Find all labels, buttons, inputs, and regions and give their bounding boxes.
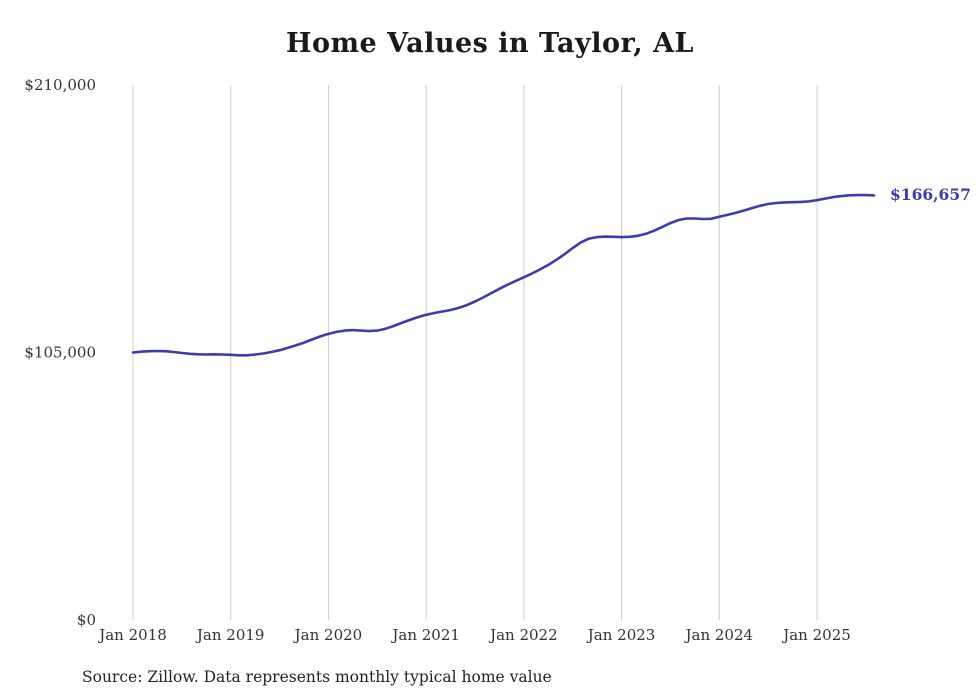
x-tick-label: Jan 2018 [97,626,167,644]
x-tick-label: Jan 2020 [293,626,363,644]
y-tick-label: $210,000 [24,76,96,94]
source-note: Source: Zillow. Data represents monthly … [82,668,552,686]
x-tick-label: Jan 2025 [781,626,851,644]
end-value-label: $166,657 [890,185,971,205]
chart-title: Home Values in Taylor, AL [285,28,695,59]
home-value-line [131,193,876,357]
y-tick-label: $0 [77,611,96,629]
x-tick-label: Jan 2022 [488,626,558,644]
y-tick-label: $105,000 [24,344,96,362]
x-tick-label: Jan 2024 [684,626,754,644]
x-tick-label: Jan 2023 [586,626,656,644]
x-tick-label: Jan 2021 [390,626,460,644]
x-tick-label: Jan 2019 [195,626,265,644]
